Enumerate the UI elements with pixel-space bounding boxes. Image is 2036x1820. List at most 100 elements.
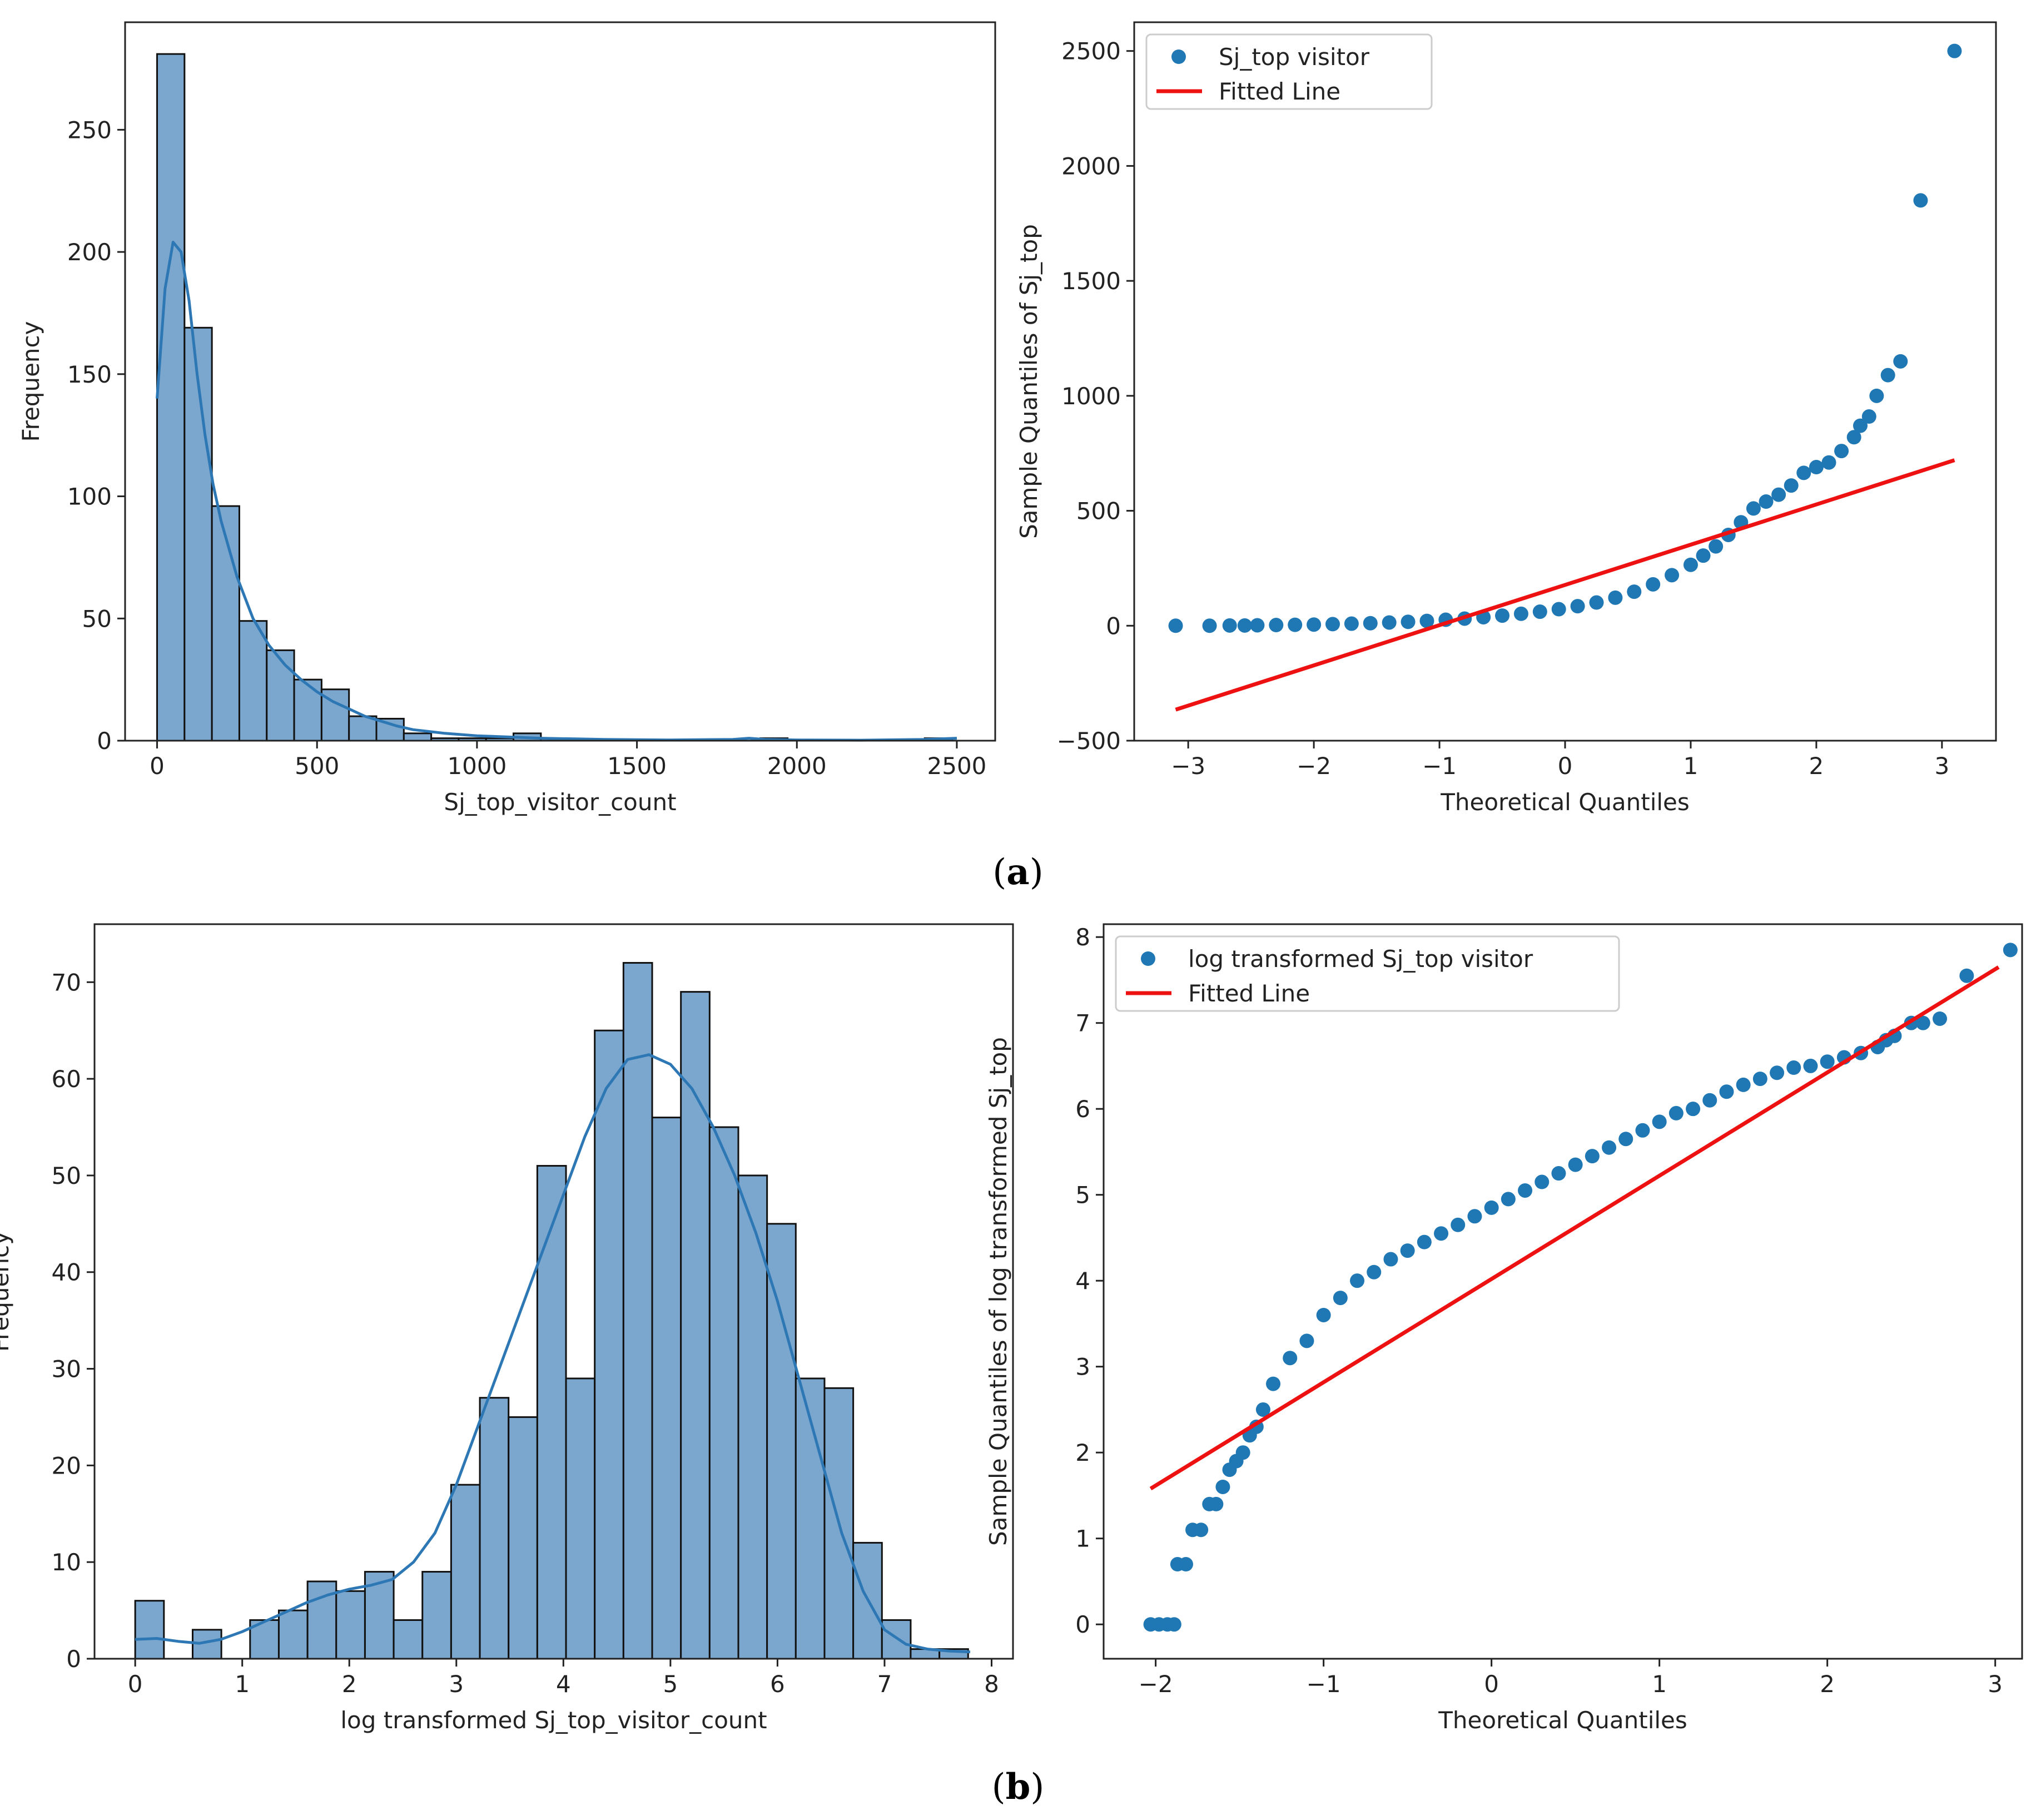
y-tick-label: 0 — [66, 1645, 81, 1673]
qq-point — [1325, 617, 1340, 632]
y-tick-label: 1000 — [1061, 383, 1121, 410]
x-tick-label: 2 — [1820, 1670, 1835, 1698]
y-tick-label: 1500 — [1061, 267, 1121, 295]
histogram-bar — [134, 1600, 165, 1660]
legend: Sj_top visitor Fitted Line — [1145, 33, 1433, 110]
x-tick-label: 8 — [984, 1670, 999, 1698]
legend-marker-points — [1171, 49, 1186, 64]
qq-point — [1702, 1093, 1717, 1108]
qq-point — [1178, 1557, 1193, 1572]
qq-point — [1686, 1102, 1701, 1117]
qq-point — [1589, 595, 1604, 610]
histogram-bar — [594, 1029, 624, 1660]
legend-label: Sj_top visitor — [1219, 43, 1370, 71]
qq-point — [1709, 539, 1724, 554]
y-tick-label: 100 — [67, 483, 112, 510]
qq-plot-log-panel: −2 −1 0 1 2 3 0 1 2 3 4 5 6 7 8 Theoretical Quantiles Sa… — [985, 923, 2023, 1734]
x-tick-label: 0 — [150, 752, 165, 780]
x-tick-label: 1000 — [447, 752, 506, 780]
qq-point — [1585, 1149, 1600, 1164]
qq-point — [1784, 478, 1799, 493]
qq-point — [1283, 1351, 1298, 1366]
y-tick-label: 0 — [1106, 612, 1121, 639]
histogram-bar — [794, 1377, 826, 1660]
y-tick-label: 5 — [1075, 1182, 1090, 1209]
y-tick-label: 0 — [1075, 1611, 1090, 1638]
qq-point — [1532, 604, 1547, 619]
qq-point — [1893, 354, 1908, 369]
qq-point — [1419, 613, 1434, 628]
histogram-bar — [421, 1571, 452, 1660]
qq-point — [1746, 501, 1761, 516]
qq-point — [1495, 608, 1510, 623]
y-axis-label: Sample Quantiles of Sj_top — [1015, 224, 1042, 539]
legend: log transformed Sj_top visitor Fitted Lin… — [1115, 935, 1620, 1012]
qq-point — [1288, 617, 1303, 632]
qq-point — [1382, 615, 1397, 630]
x-tick-label: 2 — [1809, 752, 1824, 780]
qq-point — [1237, 618, 1252, 633]
x-tick-label: −3 — [1171, 752, 1205, 780]
y-tick-label: 150 — [67, 361, 112, 388]
histogram-bar — [335, 1590, 366, 1660]
caption-a: (a) — [992, 851, 1043, 893]
histogram-bar — [277, 1609, 309, 1660]
qq-point — [1451, 1217, 1466, 1232]
qq-point — [1846, 430, 1861, 445]
fitted-line — [1175, 458, 1955, 712]
x-tick-label: 1 — [1684, 752, 1699, 780]
histogram-bar — [622, 962, 653, 1660]
qq-point — [1166, 1617, 1181, 1632]
qq-point — [1915, 1015, 1930, 1030]
qq-point — [1333, 1291, 1348, 1306]
x-tick-label: 1500 — [607, 752, 667, 780]
qq-point — [1401, 614, 1416, 629]
histogram-bar — [680, 991, 711, 1660]
x-tick-label: 7 — [877, 1670, 892, 1698]
qq-point — [1344, 616, 1359, 631]
histogram-bar — [479, 1397, 510, 1660]
histogram-bar — [450, 1484, 481, 1660]
x-tick-label: −1 — [1422, 752, 1457, 780]
histogram-bar — [238, 620, 268, 742]
x-tick-label: 6 — [770, 1670, 785, 1698]
histogram-bar — [881, 1619, 912, 1660]
qq-point — [1771, 487, 1786, 502]
qq-point — [1350, 1273, 1365, 1288]
qq-point — [1880, 368, 1895, 383]
y-tick-label: −500 — [1057, 727, 1121, 755]
qq-point — [1861, 409, 1876, 424]
x-tick-label: −1 — [1307, 1670, 1341, 1698]
qq-point — [1250, 618, 1265, 633]
histogram-bar — [393, 1619, 424, 1660]
qq-point — [1821, 455, 1836, 470]
x-tick-label: 2500 — [927, 752, 987, 780]
x-tick-label: −2 — [1139, 1670, 1173, 1698]
qq-point — [1209, 1496, 1224, 1511]
y-tick-label: 50 — [52, 1162, 81, 1189]
y-tick-label: 20 — [52, 1452, 81, 1479]
x-tick-label: 2000 — [767, 752, 827, 780]
legend-box — [1145, 33, 1433, 110]
qq-point — [1719, 1084, 1734, 1099]
legend-label: Fitted Line — [1188, 980, 1310, 1007]
y-tick-label: 500 — [1076, 498, 1121, 525]
qq-point — [1627, 584, 1642, 599]
y-tick-label: 10 — [52, 1549, 81, 1576]
x-tick-label: 3 — [449, 1670, 464, 1698]
x-axis-label: log transformed Sj_top_visitor_count — [340, 1707, 767, 1734]
y-tick-label: 0 — [97, 727, 112, 755]
y-tick-label: 30 — [52, 1356, 81, 1383]
y-tick-label: 2500 — [1061, 38, 1121, 65]
axes-frame — [1133, 21, 1997, 742]
histogram-bar — [508, 1416, 538, 1660]
qq-point — [1269, 618, 1284, 633]
qq-point — [1820, 1054, 1835, 1069]
y-axis-label: Frequency — [0, 1231, 14, 1352]
qq-point — [1752, 1072, 1767, 1087]
y-tick-label: 40 — [52, 1259, 81, 1286]
qq-point — [1618, 1132, 1633, 1147]
histogram-log-panel: 0 1 2 3 4 5 6 7 8 0 10 20 30 40 50 60 70 log transformed … — [0, 923, 1014, 1734]
qq-point — [1853, 418, 1868, 433]
fitted-line — [1149, 965, 2000, 1491]
